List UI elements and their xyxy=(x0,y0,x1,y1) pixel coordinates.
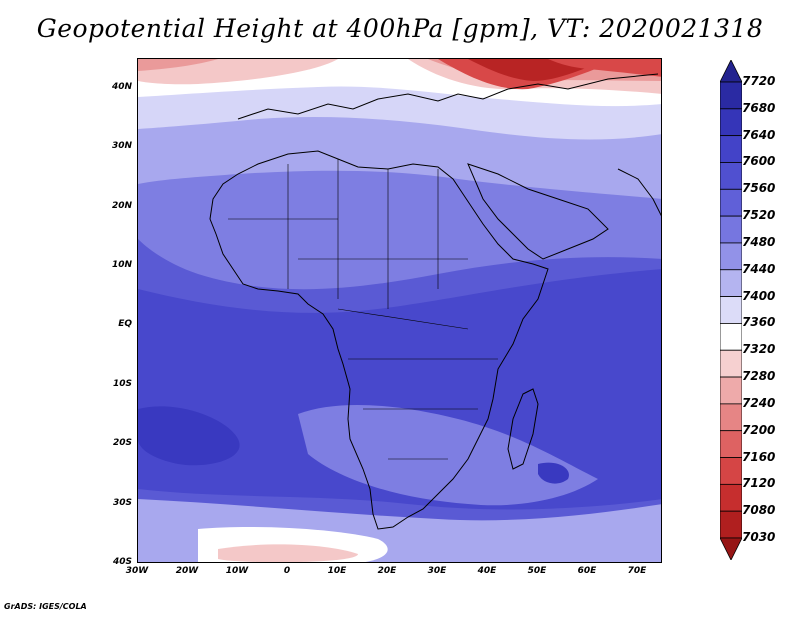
colorbar-tick-label: 7520 xyxy=(742,208,776,223)
colorbar-segment xyxy=(720,403,742,432)
contour-band-7320-west xyxy=(138,59,218,71)
colorbar-segment xyxy=(720,215,742,244)
colorbar-tick-label: 7280 xyxy=(742,369,776,384)
colorbar-segment xyxy=(720,510,742,539)
lat-tick-label: 20N xyxy=(111,200,132,211)
lon-tick-label: 20E xyxy=(377,566,397,576)
europe-coastline xyxy=(237,73,659,120)
contour-band-7320-south xyxy=(218,544,358,562)
colorbar-segment xyxy=(720,483,742,512)
lat-tick-label: 30S xyxy=(112,497,132,508)
lon-tick-label: 10E xyxy=(327,566,347,576)
arabia-coastline xyxy=(467,163,609,260)
colorbar-tick-label: 7240 xyxy=(742,395,776,410)
lat-tick-label: 40S xyxy=(112,557,132,567)
colorbar-tick-label: 7600 xyxy=(742,154,776,169)
india-coastline xyxy=(617,168,661,217)
lon-tick-label: 60E xyxy=(577,566,597,576)
lon-tick-label: 20W xyxy=(175,566,199,576)
lon-tick-label: 30W xyxy=(125,566,149,576)
coastline-overlay xyxy=(209,73,661,530)
colorbar-segment xyxy=(720,296,742,324)
lat-tick-label: 10S xyxy=(112,378,132,389)
colorbar-tick-label: 7160 xyxy=(742,449,776,464)
colorbar-tick-label: 7360 xyxy=(742,315,776,330)
colorbar-tick-label: 7030 xyxy=(742,530,776,544)
map-title: Geopotential Height at 400hPa [gpm], VT:… xyxy=(36,14,764,43)
colorbar-segment xyxy=(720,376,742,405)
colorbar-tick-label: 7640 xyxy=(742,127,776,142)
credit-label: GrADS: IGES/COLA xyxy=(4,602,87,611)
colorbar xyxy=(720,60,742,560)
lat-tick-label: 20S xyxy=(112,438,132,449)
colorbar-segment xyxy=(720,162,742,190)
africa-coastline xyxy=(209,150,549,530)
colorbar-segment xyxy=(720,457,742,485)
colorbar-tick-label: 7320 xyxy=(742,342,776,357)
contour-band-7640-east xyxy=(538,462,569,484)
colorbar-tick-label: 7400 xyxy=(742,288,776,303)
lon-tick-label: 10W xyxy=(225,566,249,576)
colorbar-tick-label: 7200 xyxy=(742,422,776,437)
lon-tick-label: 50E xyxy=(527,566,547,576)
colorbar-tick-label: 7080 xyxy=(742,503,776,518)
colorbar-segment xyxy=(720,108,742,137)
colorbar-tick-label: 7560 xyxy=(742,181,776,196)
colorbar-tick-label: 7480 xyxy=(742,234,776,249)
contour-band-7560-south xyxy=(298,404,598,506)
colorbar-segment xyxy=(720,135,742,163)
contour-band-7640 xyxy=(138,406,240,466)
lon-tick-label: 0 xyxy=(283,566,291,576)
lat-tick-label: 10N xyxy=(111,259,132,270)
colorbar-top-triangle xyxy=(720,60,742,83)
colorbar-tick-label: 7680 xyxy=(742,100,776,115)
colorbar-tick-label: 7120 xyxy=(742,476,776,491)
contour-band-7160 xyxy=(548,59,661,77)
colorbar-segment xyxy=(720,81,742,110)
lat-tick-label: 30N xyxy=(111,141,132,152)
lon-tick-label: 40E xyxy=(477,566,497,576)
country-borders xyxy=(228,159,498,460)
map-frame xyxy=(137,58,662,563)
colorbar-bottom-triangle xyxy=(720,537,742,560)
lon-tick-label: 30E xyxy=(427,566,447,576)
lon-tick-label: 70E xyxy=(627,566,647,576)
colorbar-segment xyxy=(720,242,742,271)
colorbar-segment xyxy=(720,349,742,378)
colorbar-tick-label: 7720 xyxy=(742,74,776,88)
colorbar-segment xyxy=(720,188,742,217)
colorbar-segment xyxy=(720,430,742,458)
contour-map xyxy=(138,59,661,562)
lat-tick-label: 40N xyxy=(111,81,132,92)
colorbar-segment xyxy=(720,269,742,297)
lat-tick-label: EQ xyxy=(118,319,132,330)
colorbar-tick-label: 7440 xyxy=(742,261,776,276)
colorbar-segment xyxy=(720,323,742,351)
madagascar-coastline xyxy=(507,388,539,470)
